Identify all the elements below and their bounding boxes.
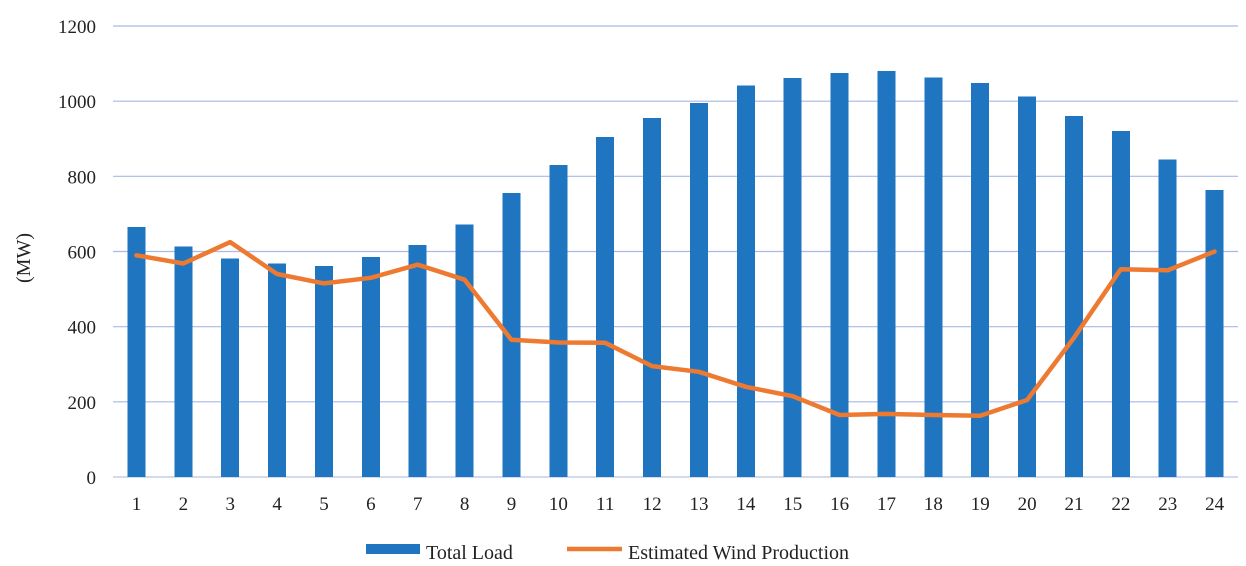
x-tick-label: 6 bbox=[366, 494, 376, 515]
x-tick-label: 20 bbox=[1018, 494, 1037, 515]
bar-total-load bbox=[549, 165, 568, 477]
x-tick-label: 22 bbox=[1111, 494, 1130, 515]
x-tick-label: 17 bbox=[877, 494, 896, 515]
x-tick-label: 5 bbox=[319, 494, 329, 515]
x-tick-label: 9 bbox=[507, 494, 517, 515]
bar-total-load bbox=[689, 103, 708, 477]
bar-total-load bbox=[127, 227, 146, 477]
x-tick-label: 12 bbox=[643, 494, 662, 515]
bar-total-load bbox=[1111, 131, 1130, 477]
gridlines bbox=[113, 25, 1238, 478]
x-tick-label: 11 bbox=[596, 494, 614, 515]
x-tick-label: 8 bbox=[460, 494, 470, 515]
x-tick-label: 19 bbox=[971, 494, 990, 515]
y-tick-label: 1200 bbox=[58, 17, 96, 38]
bar-total-load bbox=[221, 258, 240, 477]
y-tick-label: 200 bbox=[68, 393, 97, 414]
line-estimated-wind-production bbox=[134, 239, 1217, 418]
y-tick-label: 400 bbox=[68, 318, 97, 339]
bar-total-load bbox=[736, 85, 755, 478]
x-tick-label: 13 bbox=[689, 494, 708, 515]
x-tick-label: 4 bbox=[272, 494, 282, 515]
x-tick-label: 3 bbox=[225, 494, 235, 515]
x-tick-label: 2 bbox=[179, 494, 189, 515]
bar-total-load bbox=[877, 71, 896, 477]
x-tick-label: 10 bbox=[549, 494, 568, 515]
wind-production-line bbox=[134, 239, 1217, 418]
y-tick-label: 800 bbox=[68, 167, 97, 188]
bar-total-load bbox=[361, 257, 380, 477]
bar-total-load bbox=[174, 246, 193, 477]
total-load-bars bbox=[127, 71, 1224, 478]
bar-total-load bbox=[643, 118, 662, 478]
bar-total-load bbox=[924, 77, 943, 477]
legend-swatch-total-load bbox=[366, 544, 420, 554]
x-axis-ticks: 1 2 3 4 5 6 7 8 9 10 11 12 13 14 15 16 17 18 19 20 21 22 23 24 bbox=[132, 494, 1225, 515]
y-axis-ticks: 0 200 400 600 800 1000 1200 bbox=[58, 17, 96, 489]
x-tick-label: 14 bbox=[736, 494, 756, 515]
bar-total-load bbox=[596, 136, 615, 477]
x-tick-label: 16 bbox=[830, 494, 849, 515]
bar-total-load bbox=[268, 263, 287, 477]
bar-total-load bbox=[1205, 190, 1224, 477]
y-tick-label: 1000 bbox=[58, 92, 96, 113]
x-tick-label: 18 bbox=[924, 494, 943, 515]
y-tick-label: 0 bbox=[87, 468, 97, 489]
bar-total-load bbox=[971, 83, 990, 478]
legend: Total Load Estimated Wind Production bbox=[366, 542, 849, 564]
bar-total-load bbox=[314, 265, 333, 477]
y-tick-label: 600 bbox=[68, 243, 97, 264]
y-axis-title: (MW) bbox=[13, 233, 35, 283]
bar-total-load bbox=[830, 72, 849, 478]
x-tick-label: 24 bbox=[1205, 494, 1225, 515]
x-tick-label: 1 bbox=[132, 494, 142, 515]
bar-total-load bbox=[408, 245, 427, 477]
bar-total-load bbox=[1064, 116, 1083, 477]
legend-label-total-load: Total Load bbox=[426, 542, 513, 564]
x-tick-label: 7 bbox=[413, 494, 423, 515]
bar-total-load bbox=[1018, 96, 1037, 478]
x-tick-label: 23 bbox=[1158, 494, 1177, 515]
bar-total-load bbox=[783, 77, 802, 478]
x-tick-label: 21 bbox=[1064, 494, 1083, 515]
bar-total-load bbox=[502, 193, 521, 477]
legend-label-wind-production: Estimated Wind Production bbox=[628, 542, 849, 564]
bar-total-load bbox=[1158, 159, 1177, 477]
bar-total-load bbox=[455, 224, 474, 477]
x-tick-label: 15 bbox=[783, 494, 802, 515]
